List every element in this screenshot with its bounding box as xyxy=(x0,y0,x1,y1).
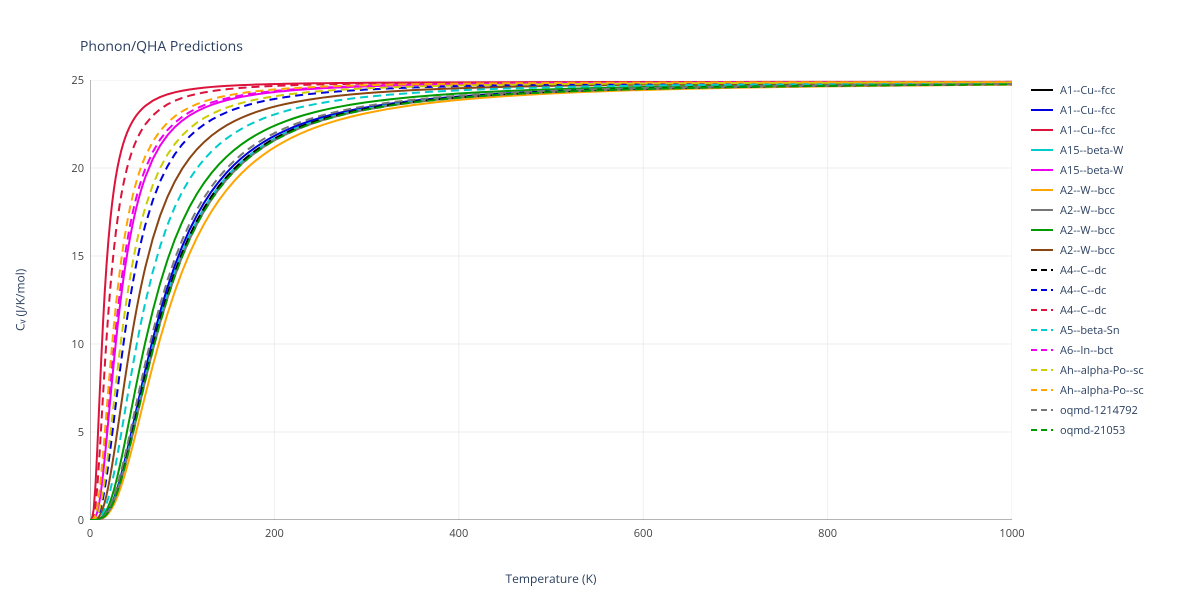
legend-label: A1--Cu--fcc xyxy=(1060,105,1115,116)
y-axis-label: Cᵥ (J/K/mol) xyxy=(10,80,30,520)
legend-label: A1--Cu--fcc xyxy=(1060,85,1115,96)
y-tick: 15 xyxy=(44,249,84,264)
x-axis-label: Temperature (K) xyxy=(90,570,1012,587)
x-tick: 800 xyxy=(813,526,843,541)
legend-label: A2--W--bcc xyxy=(1060,245,1115,256)
series-line xyxy=(90,82,1012,520)
series-line xyxy=(90,84,1012,520)
legend-label: A6--In--bct xyxy=(1060,345,1113,356)
legend-item[interactable]: A6--In--bct xyxy=(1030,340,1195,360)
legend-swatch xyxy=(1030,424,1054,436)
legend-swatch xyxy=(1030,224,1054,236)
legend-item[interactable]: A1--Cu--fcc xyxy=(1030,100,1195,120)
legend-item[interactable]: Ah--alpha-Po--sc xyxy=(1030,380,1195,400)
legend-swatch xyxy=(1030,324,1054,336)
legend-label: oqmd-1214792 xyxy=(1060,405,1138,416)
legend-label: A4--C--dc xyxy=(1060,285,1106,296)
legend-label: A2--W--bcc xyxy=(1060,225,1115,236)
legend-item[interactable]: A2--W--bcc xyxy=(1030,240,1195,260)
legend-item[interactable]: Ah--alpha-Po--sc xyxy=(1030,360,1195,380)
series-line xyxy=(90,83,1012,520)
legend-item[interactable]: A15--beta-W xyxy=(1030,160,1195,180)
series-line xyxy=(90,82,1012,520)
series-line xyxy=(90,84,1012,520)
legend-swatch xyxy=(1030,284,1054,296)
series-line xyxy=(90,84,1012,520)
legend-item[interactable]: A1--Cu--fcc xyxy=(1030,80,1195,100)
y-tick: 5 xyxy=(44,425,84,440)
legend-label: A2--W--bcc xyxy=(1060,185,1115,196)
legend-label: A4--C--dc xyxy=(1060,305,1106,316)
series-line xyxy=(90,84,1012,520)
legend-swatch xyxy=(1030,364,1054,376)
legend-item[interactable]: A2--W--bcc xyxy=(1030,200,1195,220)
legend-label: A15--beta-W xyxy=(1060,145,1123,156)
y-tick: 25 xyxy=(44,73,84,88)
legend-swatch xyxy=(1030,304,1054,316)
x-tick: 400 xyxy=(444,526,474,541)
legend-swatch xyxy=(1030,204,1054,216)
legend-item[interactable]: oqmd-21053 xyxy=(1030,420,1195,440)
chart-title: Phonon/QHA Predictions xyxy=(80,37,243,56)
legend-swatch xyxy=(1030,344,1054,356)
series-line xyxy=(90,82,1012,520)
series-line xyxy=(90,85,1012,520)
legend-swatch xyxy=(1030,384,1054,396)
legend-label: Ah--alpha-Po--sc xyxy=(1060,365,1144,376)
plot-area xyxy=(90,80,1012,520)
series-line xyxy=(90,84,1012,520)
legend-label: A2--W--bcc xyxy=(1060,205,1115,216)
series-line xyxy=(90,82,1012,520)
legend-item[interactable]: A1--Cu--fcc xyxy=(1030,120,1195,140)
legend-label: A4--C--dc xyxy=(1060,265,1106,276)
legend-swatch xyxy=(1030,104,1054,116)
series-line xyxy=(90,84,1012,520)
legend-item[interactable]: A5--beta-Sn xyxy=(1030,320,1195,340)
x-tick: 0 xyxy=(75,526,105,541)
legend-label: A15--beta-W xyxy=(1060,165,1123,176)
legend-swatch xyxy=(1030,404,1054,416)
legend-item[interactable]: oqmd-1214792 xyxy=(1030,400,1195,420)
x-tick: 600 xyxy=(628,526,658,541)
legend-label: Ah--alpha-Po--sc xyxy=(1060,385,1144,396)
series-line xyxy=(90,82,1012,520)
legend-item[interactable]: A15--beta-W xyxy=(1030,140,1195,160)
legend-item[interactable]: A4--C--dc xyxy=(1030,280,1195,300)
y-tick: 20 xyxy=(44,161,84,176)
series-line xyxy=(90,82,1012,520)
legend-swatch xyxy=(1030,184,1054,196)
legend-swatch xyxy=(1030,164,1054,176)
series-line xyxy=(90,82,1012,520)
series-line xyxy=(90,84,1012,520)
legend-swatch xyxy=(1030,124,1054,136)
legend-label: A1--Cu--fcc xyxy=(1060,125,1115,136)
legend-item[interactable]: A4--C--dc xyxy=(1030,260,1195,280)
x-tick: 1000 xyxy=(997,526,1027,541)
legend-item[interactable]: A4--C--dc xyxy=(1030,300,1195,320)
series-line xyxy=(90,84,1012,520)
legend-swatch xyxy=(1030,264,1054,276)
legend-item[interactable]: A2--W--bcc xyxy=(1030,180,1195,200)
phonon-qha-chart: Phonon/QHA Predictions Temperature (K) C… xyxy=(0,0,1200,600)
legend-swatch xyxy=(1030,144,1054,156)
legend: A1--Cu--fcc A1--Cu--fcc A1--Cu--fcc A15-… xyxy=(1030,80,1195,440)
y-tick: 10 xyxy=(44,337,84,352)
legend-item[interactable]: A2--W--bcc xyxy=(1030,220,1195,240)
x-tick: 200 xyxy=(259,526,289,541)
y-tick: 0 xyxy=(44,513,84,528)
series-line xyxy=(90,83,1012,520)
legend-swatch xyxy=(1030,84,1054,96)
legend-label: A5--beta-Sn xyxy=(1060,325,1120,336)
legend-label: oqmd-21053 xyxy=(1060,425,1125,436)
legend-swatch xyxy=(1030,244,1054,256)
